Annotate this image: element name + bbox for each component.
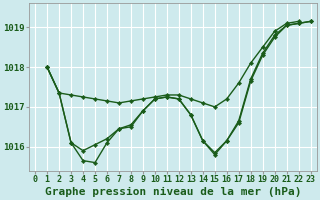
X-axis label: Graphe pression niveau de la mer (hPa): Graphe pression niveau de la mer (hPa) — [44, 186, 301, 197]
